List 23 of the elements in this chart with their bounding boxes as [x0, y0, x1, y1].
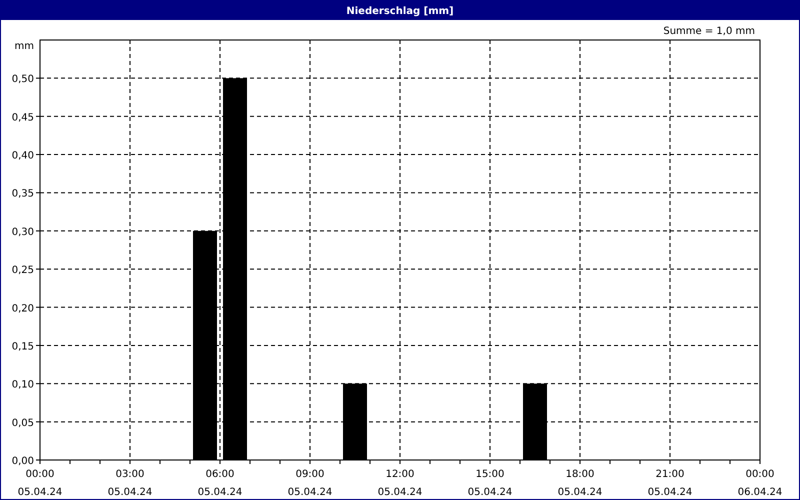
y-tick-label: 0,05 [12, 418, 34, 429]
y-tick-label: 0,50 [12, 74, 34, 86]
y-tick-label: 0,35 [12, 188, 34, 200]
y-tick-label: 0,10 [12, 380, 34, 391]
y-tick-label: 0,30 [12, 226, 34, 238]
x-tick-label: 21:00 05.04.24 [648, 469, 692, 498]
x-tick-label: 03:00 05.04.24 [108, 469, 152, 498]
y-tick-label: 0,40 [12, 150, 34, 162]
x-tick-label: 00:00 06.04.24 [738, 469, 782, 498]
x-tick-label: 06:00 05.04.24 [198, 469, 242, 498]
text: Summe = 1,0 mm [663, 26, 755, 37]
y-tick-label: 0,15 [12, 341, 34, 352]
x-tick-label: 15:00 05.04.24 [468, 469, 512, 498]
x-tick-label: 18:00 05.04.24 [558, 469, 602, 498]
chart-title: Niederschlag [mm] [346, 6, 454, 17]
y-tick-label: 0,20 [12, 303, 34, 314]
y-axis-title: mm [14, 41, 34, 52]
y-tick-label: 0,00 [12, 456, 34, 467]
y-tick-label: 0,45 [12, 112, 34, 124]
y-tick-label: 0,25 [12, 265, 34, 276]
x-tick-label: 09:00 05.04.24 [288, 469, 332, 498]
x-tick-label: 12:00 05.04.24 [378, 469, 422, 498]
x-tick-label: 00:00 05.04.24 [18, 469, 62, 498]
